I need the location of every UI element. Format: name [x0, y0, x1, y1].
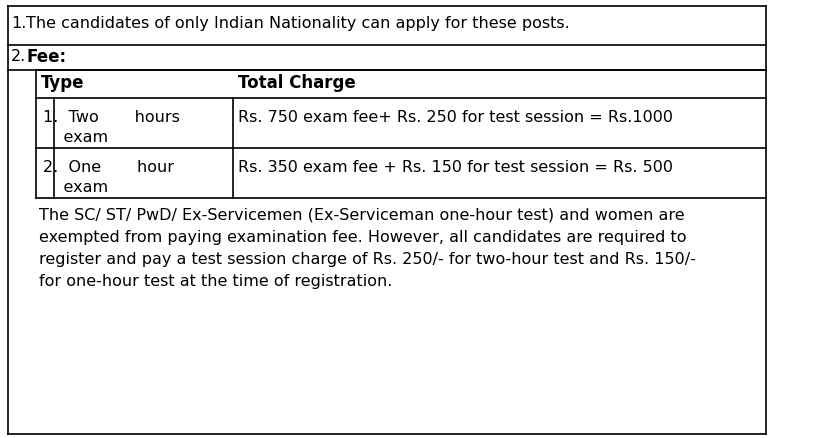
Text: The candidates of only Indian Nationality can apply for these posts.: The candidates of only Indian Nationalit… — [26, 16, 570, 31]
Text: 1.: 1. — [12, 16, 26, 31]
Text: 2.  One       hour: 2. One hour — [43, 160, 174, 175]
Text: Total Charge: Total Charge — [238, 74, 356, 92]
Text: exam: exam — [43, 130, 108, 145]
Text: register and pay a test session charge of Rs. 250/- for two-hour test and Rs. 15: register and pay a test session charge o… — [40, 252, 696, 267]
Text: 2.: 2. — [12, 49, 26, 64]
Text: exam: exam — [43, 180, 108, 195]
Text: Rs. 350 exam fee + Rs. 150 for test session = Rs. 500: Rs. 350 exam fee + Rs. 150 for test sess… — [238, 160, 673, 175]
Text: Type: Type — [41, 74, 85, 92]
Text: Rs. 750 exam fee+ Rs. 250 for test session = Rs.1000: Rs. 750 exam fee+ Rs. 250 for test sessi… — [238, 110, 673, 125]
Text: exempted from paying examination fee. However, all candidates are required to: exempted from paying examination fee. Ho… — [40, 230, 687, 245]
Text: 1.  Two       hours: 1. Two hours — [43, 110, 180, 125]
Text: Fee:: Fee: — [26, 47, 67, 66]
Text: The SC/ ST/ PwD/ Ex-Servicemen (Ex-Serviceman one-hour test) and women are: The SC/ ST/ PwD/ Ex-Servicemen (Ex-Servi… — [40, 208, 685, 223]
Text: for one-hour test at the time of registration.: for one-hour test at the time of registr… — [40, 274, 393, 289]
